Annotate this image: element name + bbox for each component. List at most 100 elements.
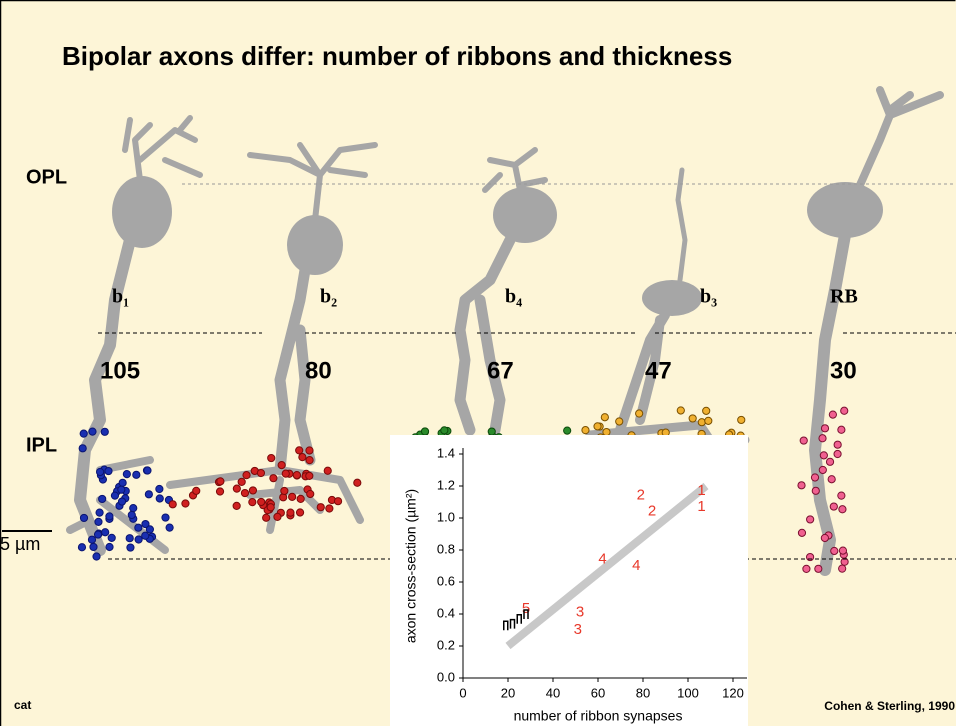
cell-label: b₃ [700,286,717,308]
ribbon-dot [233,485,240,492]
ribbon-dot [258,498,265,505]
ribbon-dot [96,509,103,516]
layer-label: OPL [26,166,67,188]
ribbon-dot [698,419,705,426]
ribbon-dot [819,466,826,473]
ribbon-dot [324,467,331,474]
ribbon-dot [738,416,745,423]
ribbon-count: 105 [100,357,140,384]
ribbon-dot [88,536,95,543]
ribbon-dot [108,534,115,541]
ribbon-dot [135,524,142,531]
ribbon-dot [127,544,134,551]
ribbon-dot [636,410,643,417]
ribbon-dot [182,500,189,507]
ribbon-dot [834,441,841,448]
ribbon-dot [126,535,133,542]
ribbon-dot [829,411,836,418]
ribbon-dot [118,498,125,505]
x-axis-label: number of ribbon synapses [514,708,683,724]
ribbon-dot [594,423,601,430]
ribbon-dot [144,467,151,474]
slide: Bipolar axons differ: number of ribbons … [0,0,956,726]
ribbon-dot [135,536,142,543]
ribbon-dot [296,509,303,516]
x-tick-label: 60 [591,685,605,700]
ribbon-dot [838,426,845,433]
y-tick-label: 0.4 [437,605,455,620]
ribbon-dot [299,454,306,461]
ribbon-dot [821,534,828,541]
ribbon-dot [803,565,810,572]
y-tick-label: 0.6 [437,573,455,588]
ribbon-dot [839,547,846,554]
ribbon-dot [811,474,818,481]
soma [112,176,172,248]
ribbon-dot [193,487,200,494]
ribbon-dot [826,458,833,465]
ribbon-dot [128,511,135,518]
ribbon-dot [111,492,118,499]
ribbon-dot [101,428,108,435]
ribbon-dot [798,482,805,489]
x-tick-label: 100 [677,685,699,700]
layer-label: IPL [26,434,57,456]
ribbon-dot [564,427,571,434]
ribbon-dot [162,514,169,521]
ribbon-dot [166,524,173,531]
y-axis-label: axon cross-section (µm²) [403,489,419,643]
point-label: 2 [637,487,645,504]
x-tick-label: 80 [636,685,650,700]
ribbon-count: 47 [645,357,672,384]
ribbon-dot [79,445,86,452]
ribbon-dot [297,495,304,502]
ribbon-dot [249,499,256,506]
ribbon-dot [838,492,845,499]
ribbon-dot [830,503,837,510]
ribbon-dot [703,407,710,414]
ribbon-dot [812,487,819,494]
ribbon-dot [80,514,87,521]
ribbon-dot [421,428,428,435]
ribbon-dot [306,457,313,464]
scale-label: 5 µm [0,534,40,554]
ribbon-dot [334,498,341,505]
ribbon-dot [90,543,97,550]
x-tick-label: 0 [459,685,466,700]
ribbon-dot [274,513,281,520]
ribbon-dot [839,565,846,572]
ribbon-dot [267,504,274,511]
ribbon-dot [238,478,245,485]
ribbon-dot [217,478,224,485]
ribbon-dot [488,428,495,435]
ribbon-dot [156,495,163,502]
ribbon-dot [263,514,270,521]
y-tick-label: 1.0 [437,509,455,524]
ribbon-count: 80 [305,357,332,384]
ribbon-dot [282,470,289,477]
ribbon-dot [257,469,264,476]
point-label: 4 [632,557,640,574]
ribbon-dot [80,430,87,437]
ribbon-dot [106,543,113,550]
point-label: 4 [598,551,606,568]
ribbon-dot [705,417,712,424]
ribbon-count: 30 [830,357,857,384]
ribbon-dot [133,471,140,478]
y-tick-label: 0.8 [437,541,455,556]
y-tick-label: 1.2 [437,477,455,492]
ribbon-dot [287,509,294,516]
point-label: 3 [576,603,584,620]
ribbon-dot [169,501,176,508]
point-label: 1 [697,482,705,499]
ribbon-dot [689,415,696,422]
ribbon-dot [105,467,112,474]
ribbon-dot [441,427,448,434]
ribbon-dot [800,437,807,444]
ribbon-dot [820,452,827,459]
ribbon-dot [118,486,125,493]
ribbon-dot [268,454,275,461]
ribbon-dot [96,468,103,475]
x-tick-label: 20 [501,685,515,700]
